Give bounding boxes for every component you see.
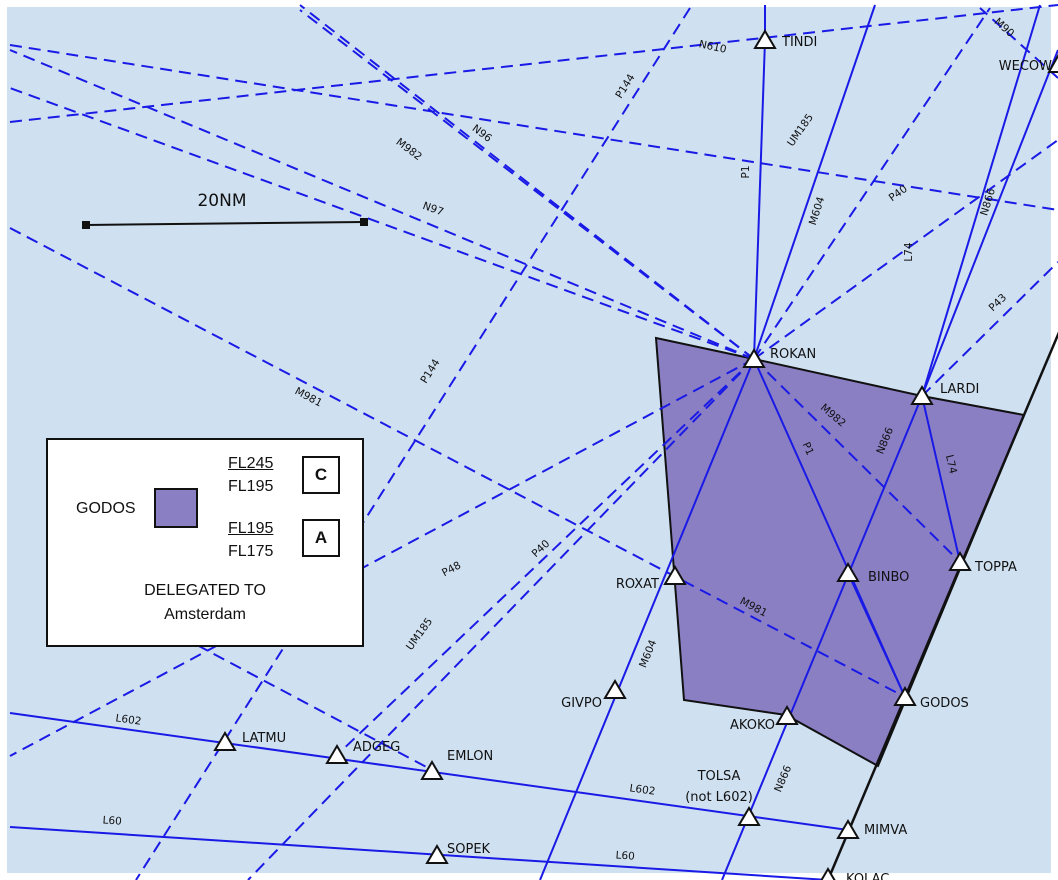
legend-upper-top: FL245 — [228, 455, 274, 472]
airway-n610-branch[interactable] — [9, 44, 1058, 211]
airway-n610[interactable] — [9, 4, 1058, 123]
scale-bar: 20NM — [82, 191, 368, 229]
legend-lower-top: FL195 — [228, 520, 274, 537]
waypoint-label-tindi: TINDI — [781, 35, 817, 50]
legend-delegated-line2: Amsterdam — [164, 606, 246, 623]
waypoint-label-mimva: MIMVA — [864, 823, 907, 838]
waypoint-label-kolac: KOLAC — [846, 872, 889, 880]
airway-m604[interactable] — [539, 358, 755, 880]
airway-n866[interactable] — [721, 395, 923, 880]
legend-swatch — [154, 488, 198, 528]
waypoint-label-sopek: SOPEK — [447, 842, 491, 857]
route-label-l602-left: L602 — [115, 712, 142, 727]
legend-upper-bottom: FL195 — [228, 478, 274, 495]
airway-n866-north[interactable] — [921, 4, 1041, 397]
waypoint-mimva[interactable] — [836, 819, 860, 839]
waypoint-wecow[interactable] — [1047, 53, 1058, 73]
waypoint-emlon[interactable] — [420, 760, 444, 780]
waypoint-tolsa[interactable] — [737, 806, 761, 826]
waypoint-label-latmu: LATMU — [242, 731, 286, 746]
waypoint-label-toppa: TOPPA — [974, 560, 1017, 575]
waypoints: TINDI WECOW ROKAN LARDI ROXAT BINBO TOPP… — [213, 29, 1058, 880]
airspace-class-c: C — [302, 456, 340, 494]
airway-l60[interactable] — [9, 826, 829, 880]
waypoint-lardi[interactable] — [910, 385, 934, 405]
waypoint-godos[interactable] — [893, 686, 917, 706]
airway-m982-north[interactable] — [9, 49, 755, 360]
waypoint-label-binbo: BINBO — [868, 570, 909, 585]
airway-um185-north[interactable] — [753, 7, 991, 360]
legend-sector-name: GODOS — [76, 500, 136, 517]
waypoint-label-adgeg: ADGEG — [353, 740, 400, 755]
airway-adgeg-emlon[interactable] — [179, 635, 433, 771]
route-label-l74-sector: L74 — [943, 454, 959, 476]
waypoint-label-emlon: EMLON — [447, 749, 493, 764]
fir-boundary — [826, 414, 1026, 880]
airway-n96[interactable] — [299, 9, 755, 360]
airway-p144[interactable] — [135, 7, 691, 880]
waypoint-label-rokan: ROKAN — [770, 347, 816, 362]
route-label-l602-right: L602 — [629, 782, 656, 797]
waypoint-kolac[interactable] — [818, 867, 838, 880]
route-label-l74: L74 — [903, 242, 915, 262]
airway-p48[interactable] — [9, 358, 755, 757]
route-label-p1-sector: P1 — [800, 440, 816, 457]
route-label-l60-left: L60 — [102, 814, 122, 827]
airway-m90[interactable] — [979, 7, 1058, 79]
legend-delegated-line1: DELEGATED TO — [144, 582, 266, 599]
waypoint-label-lardi: LARDI — [940, 382, 979, 397]
fir-boundary — [1022, 331, 1058, 416]
airway-l74-north[interactable] — [921, 49, 1058, 397]
airway-m604-north[interactable] — [753, 4, 876, 360]
waypoint-toppa[interactable] — [948, 551, 972, 571]
waypoint-adgeg[interactable] — [325, 744, 349, 764]
waypoint-akoko[interactable] — [775, 705, 799, 725]
airway-m981[interactable] — [9, 227, 906, 698]
airway-l74[interactable] — [921, 395, 961, 563]
waypoint-label-akoko: AKOKO — [730, 718, 775, 733]
waypoint-rokan[interactable] — [742, 348, 766, 368]
airspace-class-a: A — [302, 519, 340, 557]
airway-p43[interactable] — [921, 261, 1058, 397]
scale-bar-label: 20NM — [197, 191, 246, 211]
waypoint-label-tolsa: TOLSA — [697, 769, 741, 784]
airway-m982[interactable] — [753, 358, 961, 563]
waypoint-givpo[interactable] — [603, 679, 627, 699]
waypoint-label-wecow: WECOW — [999, 59, 1052, 74]
waypoint-label-godos: GODOS — [920, 696, 969, 711]
route-label-l60-right: L60 — [615, 849, 635, 862]
waypoint-note-tolsa: (not L602) — [685, 790, 753, 805]
airway-p40[interactable] — [336, 358, 755, 756]
legend: GODOS FL245 FL195 C FL195 FL175 A DELEGA… — [46, 438, 364, 647]
waypoint-label-givpo: GIVPO — [561, 696, 602, 711]
waypoint-label-roxat: ROXAT — [616, 577, 659, 592]
waypoint-latmu[interactable] — [213, 731, 237, 751]
legend-lower-bottom: FL175 — [228, 543, 274, 560]
waypoint-binbo[interactable] — [836, 562, 860, 582]
airway-p1-north[interactable] — [753, 39, 766, 360]
airway-binbo-godos[interactable] — [847, 572, 906, 698]
waypoint-sopek[interactable] — [425, 844, 449, 864]
route-label-n610: N610 — [698, 38, 728, 56]
route-label-p1: P1 — [740, 165, 752, 178]
waypoint-tindi[interactable] — [753, 29, 777, 49]
waypoint-roxat[interactable] — [663, 565, 687, 585]
airway-um185[interactable] — [247, 358, 755, 880]
